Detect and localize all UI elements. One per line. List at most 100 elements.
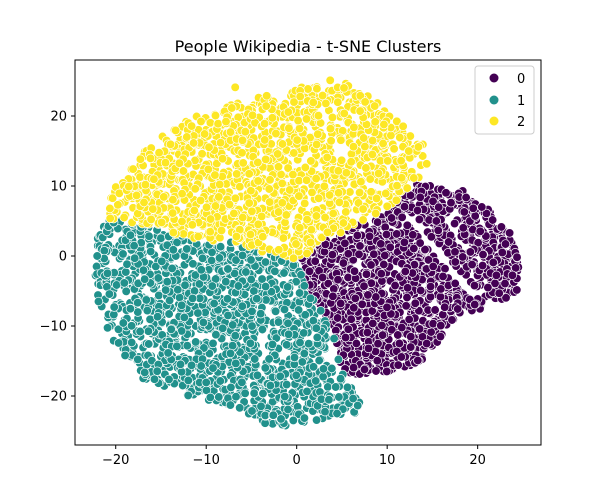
data-point (425, 281, 436, 292)
data-point (221, 277, 231, 287)
data-point (113, 200, 123, 210)
data-point (135, 172, 145, 182)
data-point (370, 101, 380, 111)
data-point (386, 213, 397, 223)
data-point (469, 280, 480, 291)
data-point (177, 189, 187, 199)
data-point (358, 204, 368, 214)
data-point (399, 202, 410, 212)
data-point (186, 121, 197, 131)
data-point (120, 350, 130, 361)
data-point (253, 157, 263, 168)
data-point (402, 183, 412, 193)
data-point (277, 139, 288, 149)
data-point (378, 138, 388, 149)
data-point (397, 322, 407, 333)
data-point (459, 207, 469, 217)
data-point (121, 286, 131, 296)
data-point (329, 333, 339, 344)
data-point (302, 248, 312, 259)
data-point (367, 149, 378, 160)
data-point (317, 90, 328, 101)
data-point (393, 330, 403, 340)
data-point (382, 302, 392, 312)
data-point (209, 298, 219, 309)
data-point (313, 111, 324, 121)
data-point (345, 187, 355, 197)
data-point (266, 287, 277, 297)
data-point (246, 255, 256, 265)
data-point (204, 348, 215, 359)
data-point (431, 216, 441, 226)
data-point (368, 318, 378, 329)
data-point (138, 265, 149, 275)
data-point (310, 256, 320, 266)
data-point (404, 314, 414, 325)
data-point (211, 330, 221, 340)
data-point (380, 250, 390, 261)
data-point (327, 363, 337, 374)
data-point (205, 392, 215, 403)
data-point (222, 294, 233, 304)
data-point (372, 356, 382, 366)
data-point (293, 305, 304, 315)
legend-label-2: 2 (517, 115, 525, 130)
data-point (288, 169, 298, 180)
data-point (418, 151, 428, 161)
data-point (260, 257, 271, 267)
data-point (183, 375, 193, 386)
data-point (190, 184, 200, 194)
data-point (512, 285, 522, 295)
data-point (465, 247, 476, 257)
data-point (357, 299, 367, 309)
data-point (348, 393, 358, 404)
data-point (331, 382, 341, 392)
data-point (128, 164, 138, 174)
data-point (430, 305, 440, 315)
data-point (324, 395, 334, 405)
data-point (157, 217, 167, 228)
data-point (232, 169, 242, 179)
data-point (238, 212, 248, 223)
data-point (483, 282, 493, 293)
data-point (308, 97, 318, 108)
data-point (280, 217, 290, 228)
data-point (379, 119, 389, 130)
data-point (163, 348, 173, 358)
data-point (113, 324, 124, 334)
data-point (148, 204, 158, 214)
data-point (218, 323, 228, 333)
data-point (371, 193, 382, 204)
data-point (354, 187, 365, 198)
data-point (207, 281, 217, 291)
data-point (367, 135, 378, 146)
data-point (93, 296, 104, 307)
data-point (504, 228, 515, 238)
data-point (104, 289, 115, 299)
data-point (377, 330, 388, 340)
data-point (366, 260, 376, 270)
data-point (208, 363, 218, 373)
data-point (133, 354, 143, 365)
data-point (294, 123, 305, 134)
data-point (449, 218, 460, 229)
data-point (327, 112, 338, 123)
data-point (341, 207, 351, 217)
data-point (277, 198, 287, 208)
data-point (316, 306, 326, 316)
data-point (215, 179, 225, 190)
x-tick-label: 0 (293, 453, 301, 468)
data-point (401, 301, 411, 311)
data-point (434, 202, 444, 212)
data-point (381, 229, 392, 240)
data-point (99, 246, 109, 256)
data-point (402, 292, 412, 303)
data-point (195, 195, 206, 206)
data-point (376, 269, 386, 279)
data-point (260, 281, 271, 292)
data-point (342, 382, 353, 392)
data-point (436, 320, 446, 331)
data-point (131, 190, 142, 201)
data-point (265, 175, 275, 185)
